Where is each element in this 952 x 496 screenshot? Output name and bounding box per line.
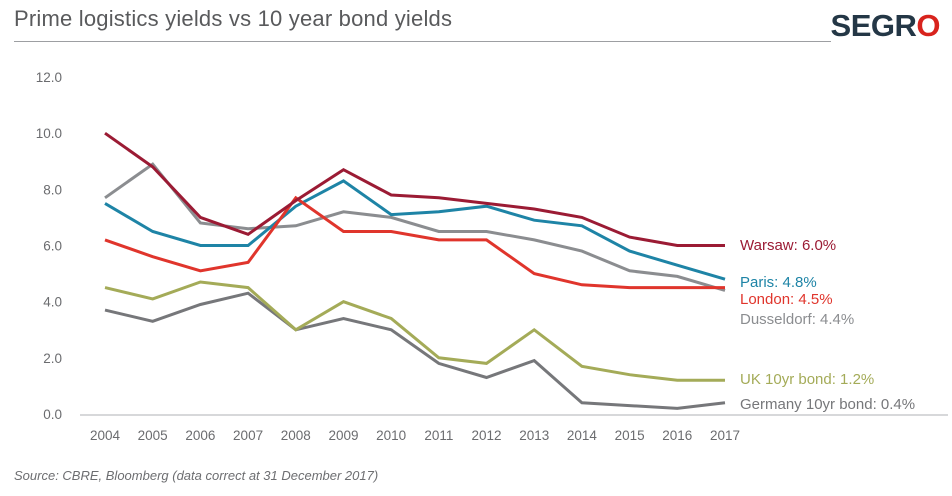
x-axis-tick-label: 2017 xyxy=(710,428,740,443)
series-line-dusseldorf xyxy=(104,162,726,292)
y-axis-tick-label: 4.0 xyxy=(43,295,62,310)
x-axis-tick-label: 2009 xyxy=(328,428,358,443)
series-end-label-paris: Paris: 4.8% xyxy=(740,274,817,291)
page-title: Prime logistics yields vs 10 year bond y… xyxy=(14,6,453,31)
x-axis-tick-label: 2008 xyxy=(281,428,311,443)
series-line-germany-10yr-bond xyxy=(104,291,726,410)
y-axis-tick-label: 8.0 xyxy=(43,182,62,197)
x-axis-tick-label: 2012 xyxy=(472,428,502,443)
series-end-label-london: London: 4.5% xyxy=(740,291,833,308)
logo-letter-o: O xyxy=(916,8,940,43)
x-axis-tick-label: 2015 xyxy=(615,428,645,443)
x-axis-tick-label: 2005 xyxy=(138,428,168,443)
series-end-label-warsaw: Warsaw: 6.0% xyxy=(740,237,837,254)
y-axis-tick-label: 12.0 xyxy=(36,70,62,85)
source-note: Source: CBRE, Bloomberg (data correct at… xyxy=(14,468,379,483)
plot-area: 0.0 2.0 4.0 6.0 8.0 10.0 12.0 2004 2005 2006 2007 2… xyxy=(36,70,948,443)
x-axis-tick-label: 2006 xyxy=(185,428,215,443)
series-line-warsaw xyxy=(104,131,725,247)
segro-logo: SEGRO xyxy=(830,8,941,44)
series-end-label-germany-10yr-bond: Germany 10yr bond: 0.4% xyxy=(740,396,916,413)
logo-text-segr: SEGR xyxy=(830,8,917,43)
x-axis-tick-label: 2010 xyxy=(376,428,406,443)
series-line-paris xyxy=(104,179,726,281)
title-divider xyxy=(14,41,831,42)
series-end-label-dusseldorf: Dusseldorf: 4.4% xyxy=(740,311,855,328)
x-axis-tick-label: 2011 xyxy=(424,428,453,443)
y-axis-tick-label: 0.0 xyxy=(43,407,62,422)
series-end-label-uk-10yr-bond: UK 10yr bond: 1.2% xyxy=(740,371,875,388)
series-line-london xyxy=(104,195,725,290)
x-axis-tick-label: 2014 xyxy=(567,428,598,443)
series-line-uk-10yr-bond xyxy=(104,280,725,382)
x-axis-tick-label: 2007 xyxy=(233,428,263,443)
x-axis-tick-label: 2016 xyxy=(662,428,692,443)
x-axis-tick-label: 2013 xyxy=(519,428,549,443)
x-axis-tick-label: 2004 xyxy=(90,428,121,443)
y-axis-tick-label: 10.0 xyxy=(36,126,62,141)
y-axis-tick-label: 6.0 xyxy=(43,239,62,254)
y-axis-tick-label: 2.0 xyxy=(43,351,62,366)
